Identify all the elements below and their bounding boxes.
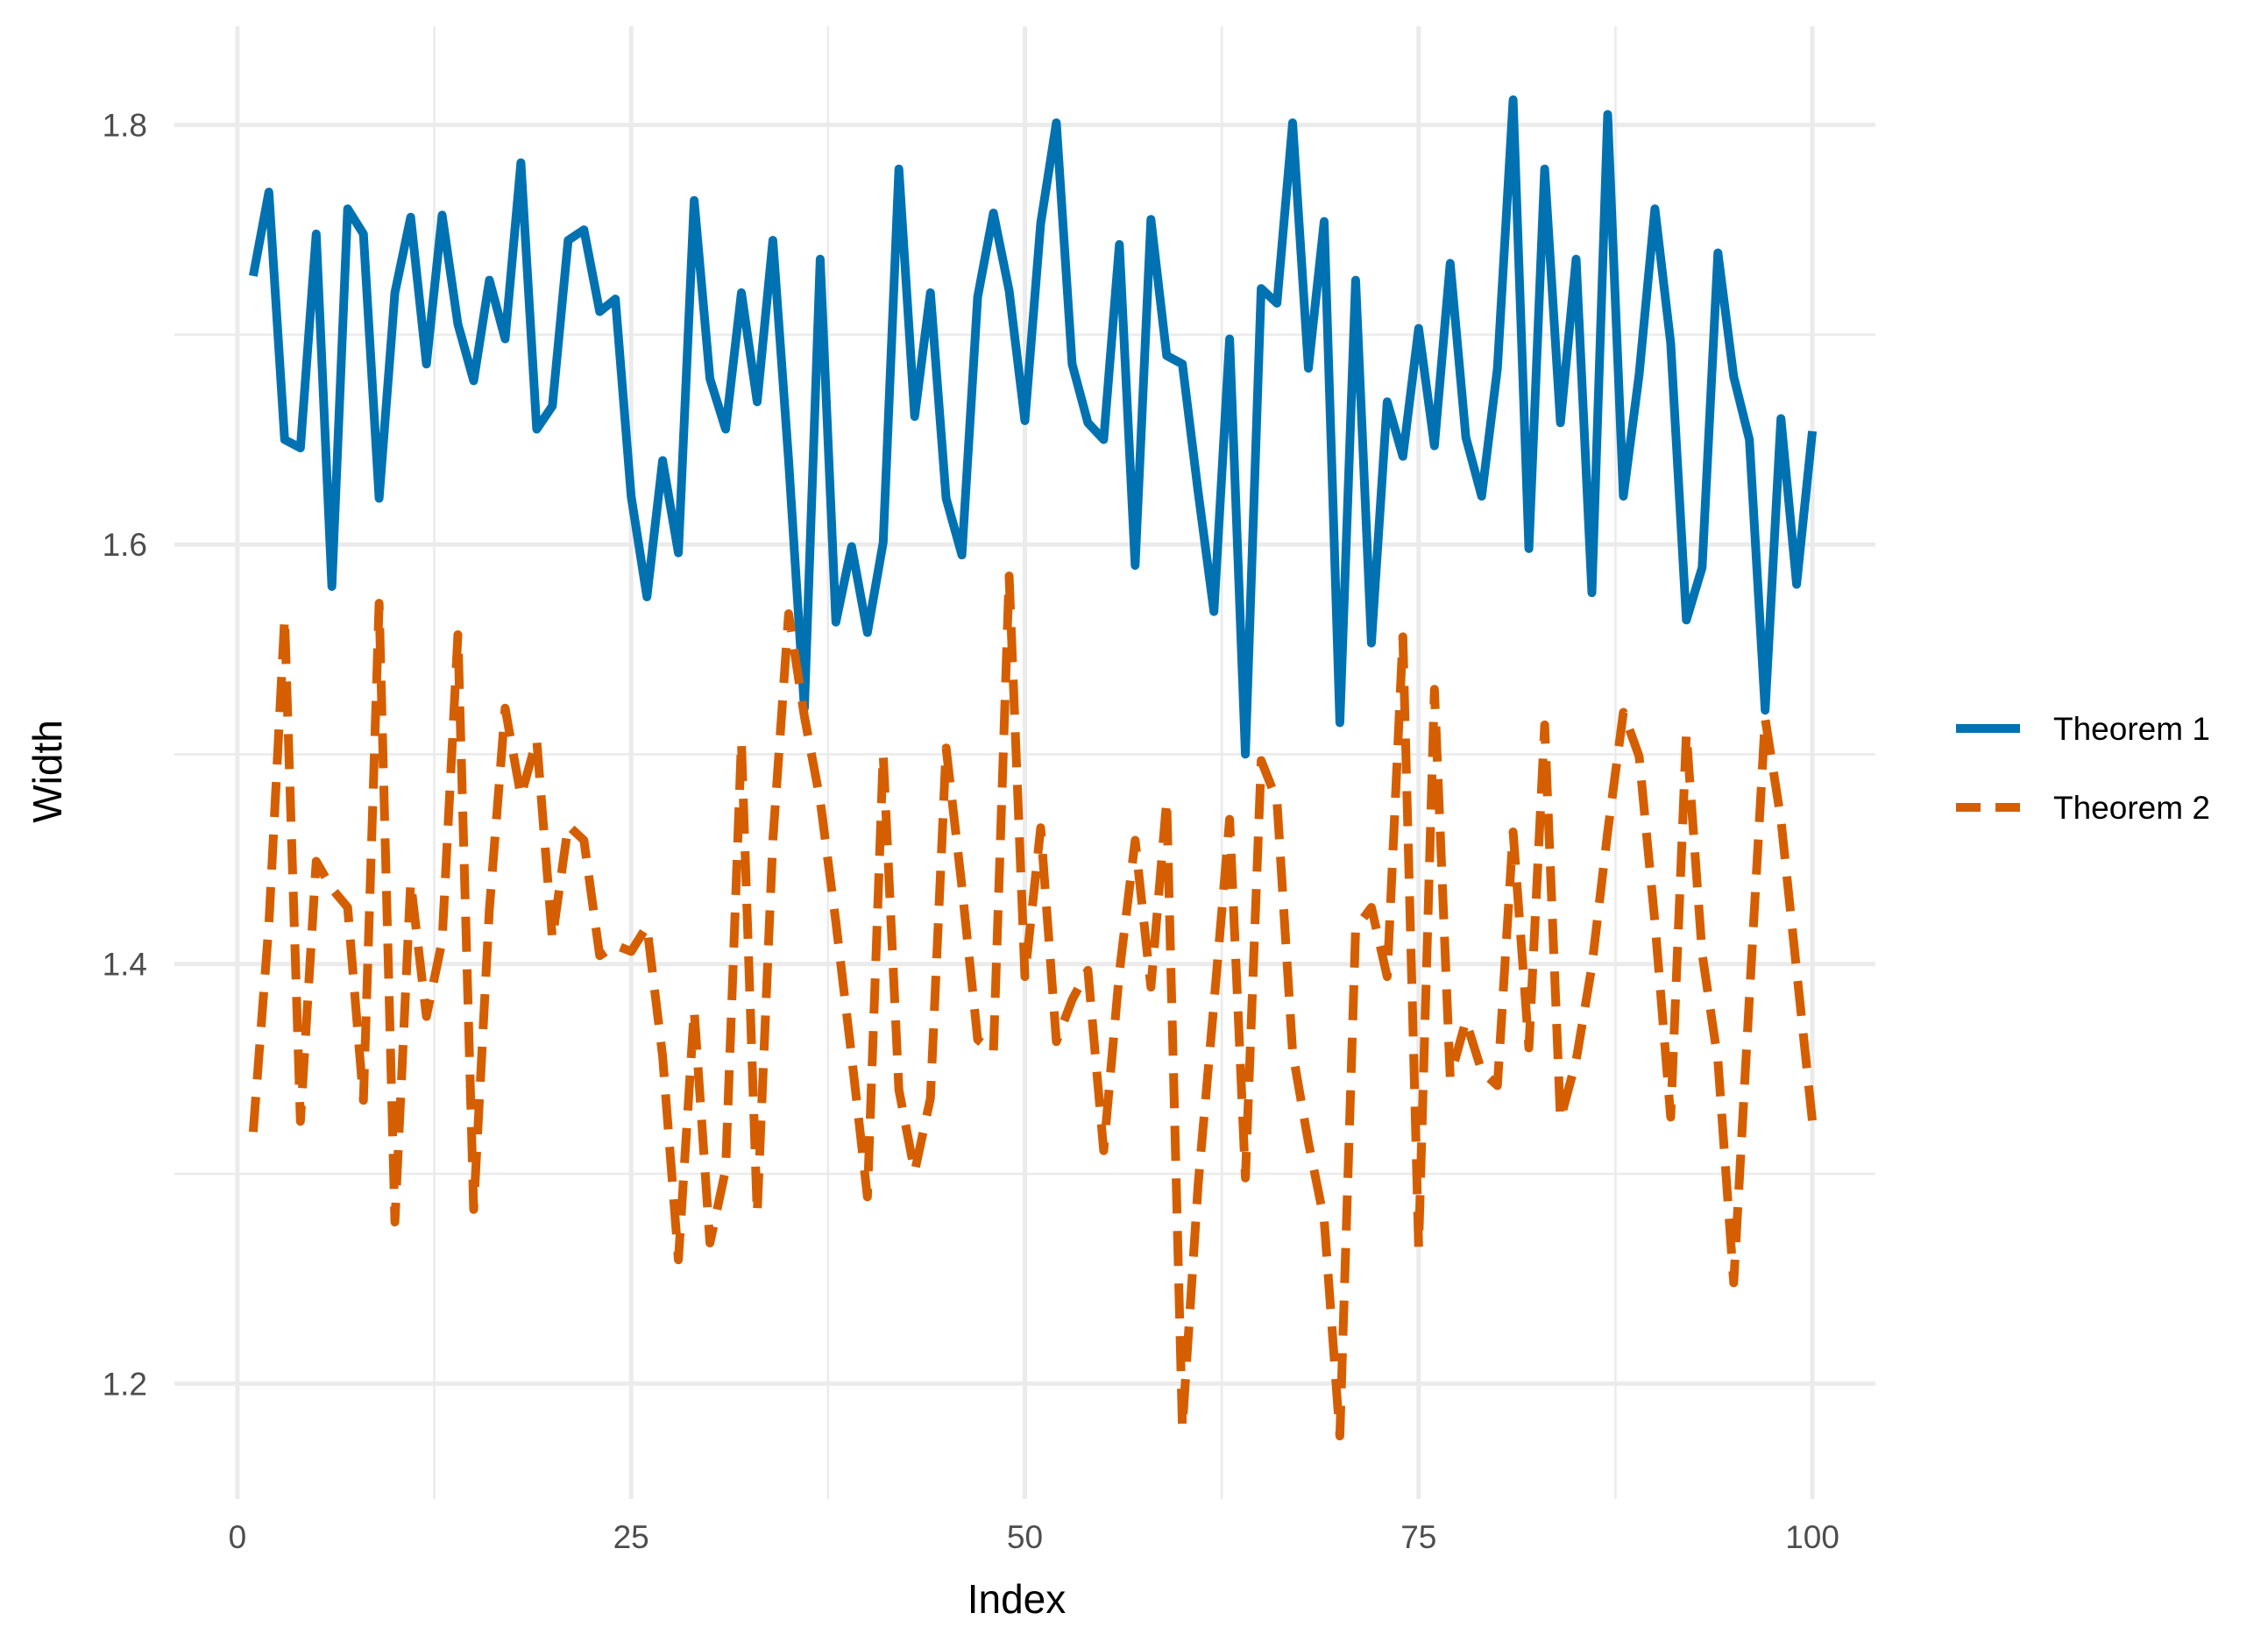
- x-tick-label: 75: [1400, 1519, 1436, 1555]
- x-tick-label: 100: [1785, 1519, 1839, 1555]
- x-axis-title: Index: [967, 1576, 1067, 1622]
- x-tick-label: 0: [229, 1519, 247, 1555]
- y-tick-label: 1.8: [103, 107, 147, 143]
- major-gridlines: [174, 26, 1875, 1499]
- y-tick-label: 1.6: [103, 527, 147, 563]
- x-tick-label: 50: [1007, 1519, 1043, 1555]
- series-layer: [248, 95, 1818, 1441]
- legend-label-theorem-1: Theorem 1: [2053, 711, 2210, 747]
- legend-label-theorem-2: Theorem 2: [2053, 790, 2210, 826]
- y-axis-tick-labels: 1.2 1.4 1.6 1.8: [103, 107, 147, 1402]
- series-line-theorem-2: [248, 572, 1818, 1441]
- y-tick-label: 1.2: [103, 1366, 147, 1402]
- y-tick-label: 1.4: [103, 947, 147, 983]
- x-tick-label: 25: [613, 1519, 649, 1555]
- series-line-theorem-1: [248, 95, 1818, 759]
- legend: Theorem 1 Theorem 2: [1956, 711, 2210, 826]
- y-axis-title: Width: [25, 720, 70, 823]
- x-axis-tick-labels: 0 25 50 75 100: [229, 1519, 1839, 1555]
